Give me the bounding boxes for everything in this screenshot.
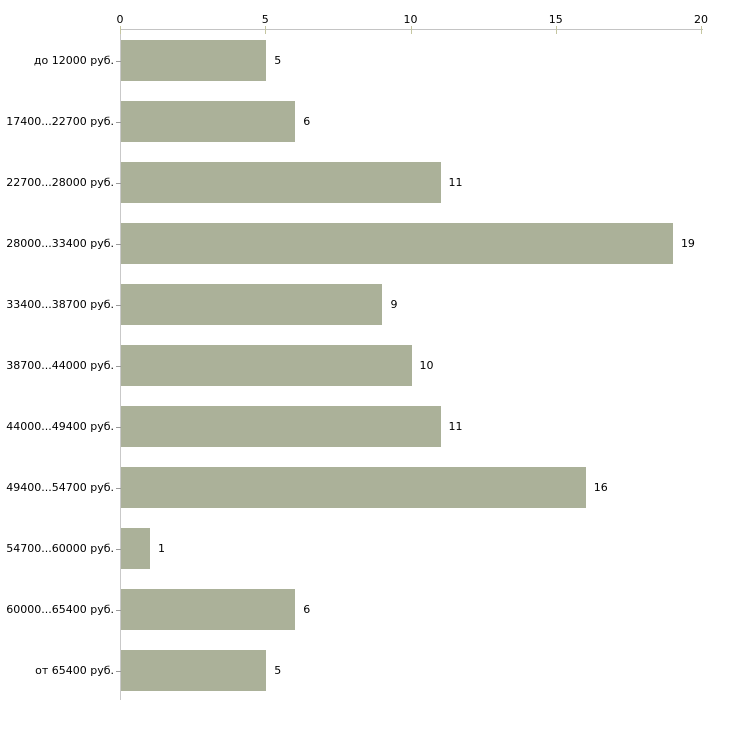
y-axis-tick	[116, 243, 121, 245]
category-label: 17400...22700 руб.	[6, 114, 114, 128]
category-label: 38700...44000 руб.	[6, 358, 114, 372]
y-axis-tick	[116, 60, 121, 62]
bar-value-label: 11	[448, 175, 463, 189]
bar	[121, 589, 296, 630]
y-axis-tick	[116, 670, 121, 672]
category-label: 33400...38700 руб.	[6, 297, 114, 311]
bar-value-label: 5	[274, 53, 282, 67]
bar	[121, 223, 673, 264]
x-axis-tick	[120, 26, 121, 34]
x-axis-tick	[555, 26, 557, 34]
bar	[121, 101, 296, 142]
y-axis-tick	[116, 304, 121, 306]
bar	[121, 650, 267, 691]
bar-value-label: 6	[303, 114, 311, 128]
y-axis-tick	[116, 182, 121, 184]
bar	[121, 40, 267, 81]
y-axis-tick	[116, 487, 121, 489]
category-label: 44000...49400 руб.	[6, 419, 114, 433]
bar-value-label: 6	[303, 602, 311, 616]
category-label: 49400...54700 руб.	[6, 480, 114, 494]
y-axis-tick	[116, 609, 121, 611]
bar	[121, 467, 586, 508]
y-axis-tick	[116, 426, 121, 428]
bar-value-label: 1	[158, 541, 166, 555]
y-axis-tick	[116, 365, 121, 367]
category-label: 22700...28000 руб.	[6, 175, 114, 189]
bar-value-label: 10	[419, 358, 434, 372]
bar-value-label: 19	[680, 236, 695, 250]
x-axis-tick-label: 5	[261, 13, 269, 26]
x-axis-tick-label: 0	[116, 13, 124, 26]
bar	[121, 284, 383, 325]
category-label: 28000...33400 руб.	[6, 236, 114, 250]
category-label: от 65400 руб.	[35, 663, 114, 677]
bar	[121, 528, 151, 569]
bar-value-label: 5	[274, 663, 282, 677]
bar	[121, 406, 441, 447]
bar	[121, 162, 441, 203]
bar-value-label: 11	[448, 419, 463, 433]
x-axis-tick-label: 10	[403, 13, 418, 26]
bar-value-label: 16	[593, 480, 608, 494]
bar	[121, 345, 412, 386]
x-axis-tick-label: 15	[548, 13, 563, 26]
x-axis-tick	[701, 26, 702, 34]
category-label: 60000...65400 руб.	[6, 602, 114, 616]
x-axis-tick-label: 20	[694, 13, 708, 26]
x-axis-tick	[265, 26, 267, 34]
category-label: до 12000 руб.	[33, 53, 114, 67]
y-axis-tick	[116, 121, 121, 123]
x-axis-line	[120, 29, 703, 30]
y-axis-line	[120, 29, 121, 700]
category-label: 54700...60000 руб.	[6, 541, 114, 555]
bar-value-label: 9	[390, 297, 398, 311]
x-axis-tick	[410, 26, 412, 34]
y-axis-tick	[116, 548, 121, 550]
